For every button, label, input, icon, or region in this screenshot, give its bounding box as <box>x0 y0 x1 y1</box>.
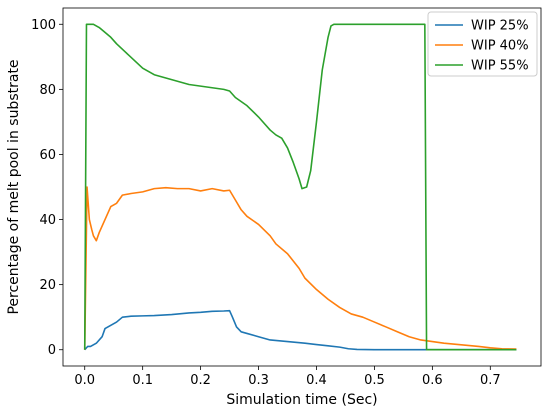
legend-label-1: WIP 25% <box>471 19 529 34</box>
x-tick-label: 0.5 <box>364 373 385 388</box>
y-axis-label: Percentage of melt pool in substrate <box>6 59 22 314</box>
x-tick-label: 0.6 <box>422 373 443 388</box>
legend-box <box>427 11 538 77</box>
series-line-2 <box>83 186 517 350</box>
x-axis-label: Simulation time (Sec) <box>226 392 377 408</box>
y-tick-label: 20 <box>39 278 56 293</box>
y-tick-label: 0 <box>48 343 56 358</box>
ticks-layer: 0.0 0.1 0.2 0.3 0.4 0.5 0.6 0.7 0 20 40 60 80 100 <box>31 18 500 388</box>
y-tick-label: 60 <box>39 148 56 163</box>
y-tick-label: 100 <box>31 18 56 33</box>
x-tick-label: 0.4 <box>306 373 327 388</box>
series-line-3 <box>83 23 517 351</box>
x-tick-label: 0.1 <box>132 373 153 388</box>
legend: WIP 25% WIP 40% WIP 55% <box>427 11 538 77</box>
legend-label-2: WIP 40% <box>471 39 529 54</box>
plot-frame <box>62 7 542 367</box>
x-tick-label: 0.3 <box>248 373 269 388</box>
x-tick-label: 0.2 <box>190 373 211 388</box>
y-tick-label: 40 <box>39 213 56 228</box>
legend-label-3: WIP 55% <box>471 59 529 74</box>
x-tick-label: 0.0 <box>74 373 95 388</box>
lines-layer <box>83 23 517 351</box>
series-line-1 <box>84 309 517 351</box>
y-tick-label: 80 <box>39 83 56 98</box>
x-tick-label: 0.7 <box>480 373 501 388</box>
